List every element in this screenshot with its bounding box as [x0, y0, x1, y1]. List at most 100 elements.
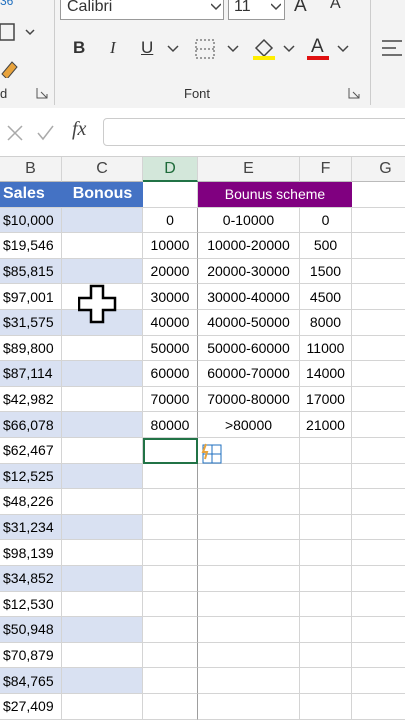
- bonus-cell: [62, 258, 143, 285]
- threshold-cell: [143, 617, 198, 643]
- clipboard-icon-label: 36: [0, 0, 14, 8]
- separator: [370, 0, 371, 105]
- range-cell: 60000-70000: [198, 361, 300, 387]
- empty-cell: [352, 336, 405, 362]
- empty-cell: [352, 643, 405, 669]
- range-cell: [198, 642, 300, 669]
- threshold-cell: 70000: [143, 386, 198, 413]
- format-icons: [167, 38, 349, 60]
- bonus-amount-cell: [300, 514, 352, 541]
- empty-cell: [352, 438, 405, 464]
- range-cell: [198, 489, 300, 515]
- threshold-cell: [143, 463, 198, 490]
- sales-cell: $50,948: [0, 617, 62, 643]
- sales-cell: $34,852: [0, 566, 62, 592]
- bonus-amount-cell: [300, 566, 352, 592]
- separator: [54, 0, 55, 105]
- underline-button[interactable]: U: [141, 38, 154, 57]
- bonus-header: Bonous: [62, 182, 143, 208]
- bonus-amount-cell: 17000: [300, 386, 352, 413]
- empty-cell: [352, 464, 405, 490]
- bonus-amount-cell: [300, 438, 352, 464]
- empty-cell: [352, 182, 405, 208]
- empty-cell: [143, 182, 198, 208]
- sales-cell: $27,409: [0, 694, 62, 720]
- column-header[interactable]: D: [143, 157, 198, 182]
- sales-cell: $97,001: [0, 284, 62, 310]
- range-cell: >80000: [198, 412, 300, 438]
- sales-cell: $66,078: [0, 412, 62, 438]
- bonus-cell: [62, 617, 143, 643]
- bonus-amount-cell: [300, 540, 352, 566]
- column-header[interactable]: F: [300, 157, 352, 182]
- range-cell: 50000-60000: [198, 335, 300, 362]
- bonus-amount-cell: [300, 489, 352, 515]
- sales-cell: $70,879: [0, 642, 62, 669]
- sales-header: Sales: [0, 182, 62, 208]
- threshold-cell: [143, 514, 198, 541]
- bonus-cell: [62, 591, 143, 618]
- range-cell: 30000-40000: [198, 284, 300, 310]
- threshold-cell: [143, 694, 198, 720]
- empty-cell: [352, 208, 405, 234]
- font-size-box[interactable]: 11: [228, 0, 285, 20]
- range-cell: 20000-30000: [198, 258, 300, 285]
- font-name: Calibri: [67, 0, 113, 15]
- bonus-cell: [62, 233, 143, 259]
- bonus-amount-cell: 500: [300, 233, 352, 259]
- formula-icons: [7, 125, 54, 141]
- bonus-cell: [62, 566, 143, 592]
- empty-cell: [352, 540, 405, 566]
- bonus-amount-cell: [300, 668, 352, 694]
- range-cell: 0-10000: [198, 207, 300, 234]
- bonus-cell: [62, 463, 143, 490]
- sales-cell: $12,525: [0, 463, 62, 490]
- clipboard-icons: [0, 23, 35, 78]
- threshold-cell: 40000: [143, 310, 198, 336]
- sales-cell: $31,234: [0, 514, 62, 541]
- sales-cell: $62,467: [0, 438, 62, 464]
- selected-cell[interactable]: [143, 438, 198, 464]
- column-header[interactable]: E: [198, 157, 300, 182]
- dialog-launcher[interactable]: [348, 87, 360, 99]
- empty-cell: [352, 566, 405, 592]
- dialog-launcher[interactable]: [36, 87, 48, 99]
- bold-button[interactable]: B: [73, 38, 86, 57]
- shrink-font[interactable]: A: [330, 0, 341, 12]
- bonus-cell: [62, 386, 143, 413]
- quick-analysis-icon[interactable]: [200, 442, 224, 466]
- empty-cell: [352, 233, 405, 259]
- range-cell: [198, 463, 300, 490]
- empty-cell: [352, 694, 405, 720]
- empty-cell: [352, 515, 405, 541]
- bonus-amount-cell: [300, 463, 352, 490]
- range-cell: 40000-50000: [198, 310, 300, 336]
- font-color-button[interactable]: A: [311, 36, 324, 57]
- column-header[interactable]: B: [0, 157, 62, 182]
- empty-cell: [352, 259, 405, 285]
- sales-cell: $85,815: [0, 258, 62, 285]
- clipboard-label: d: [0, 86, 8, 101]
- bonus-cell: [62, 335, 143, 362]
- threshold-cell: [143, 642, 198, 669]
- empty-cell: [352, 387, 405, 413]
- bonus-cell: [62, 694, 143, 720]
- column-header[interactable]: G: [352, 157, 405, 182]
- empty-cell: [352, 310, 405, 336]
- threshold-cell: 20000: [143, 258, 198, 285]
- bonus-cell: [62, 438, 143, 464]
- grow-font[interactable]: A: [294, 0, 307, 16]
- bonus-amount-cell: 1500: [300, 258, 352, 285]
- column-header[interactable]: C: [62, 157, 143, 182]
- empty-cell: [352, 668, 405, 694]
- font-name-box[interactable]: Calibri: [60, 0, 224, 20]
- bonus-amount-cell: [300, 617, 352, 643]
- formula-input[interactable]: [103, 118, 405, 146]
- bonus-amount-cell: 8000: [300, 310, 352, 336]
- sales-cell: $89,800: [0, 335, 62, 362]
- range-cell: [198, 514, 300, 541]
- sales-cell: $87,114: [0, 361, 62, 387]
- align-icon[interactable]: [380, 38, 405, 60]
- italic-button[interactable]: I: [110, 38, 116, 57]
- font-group-label: Font: [184, 86, 211, 101]
